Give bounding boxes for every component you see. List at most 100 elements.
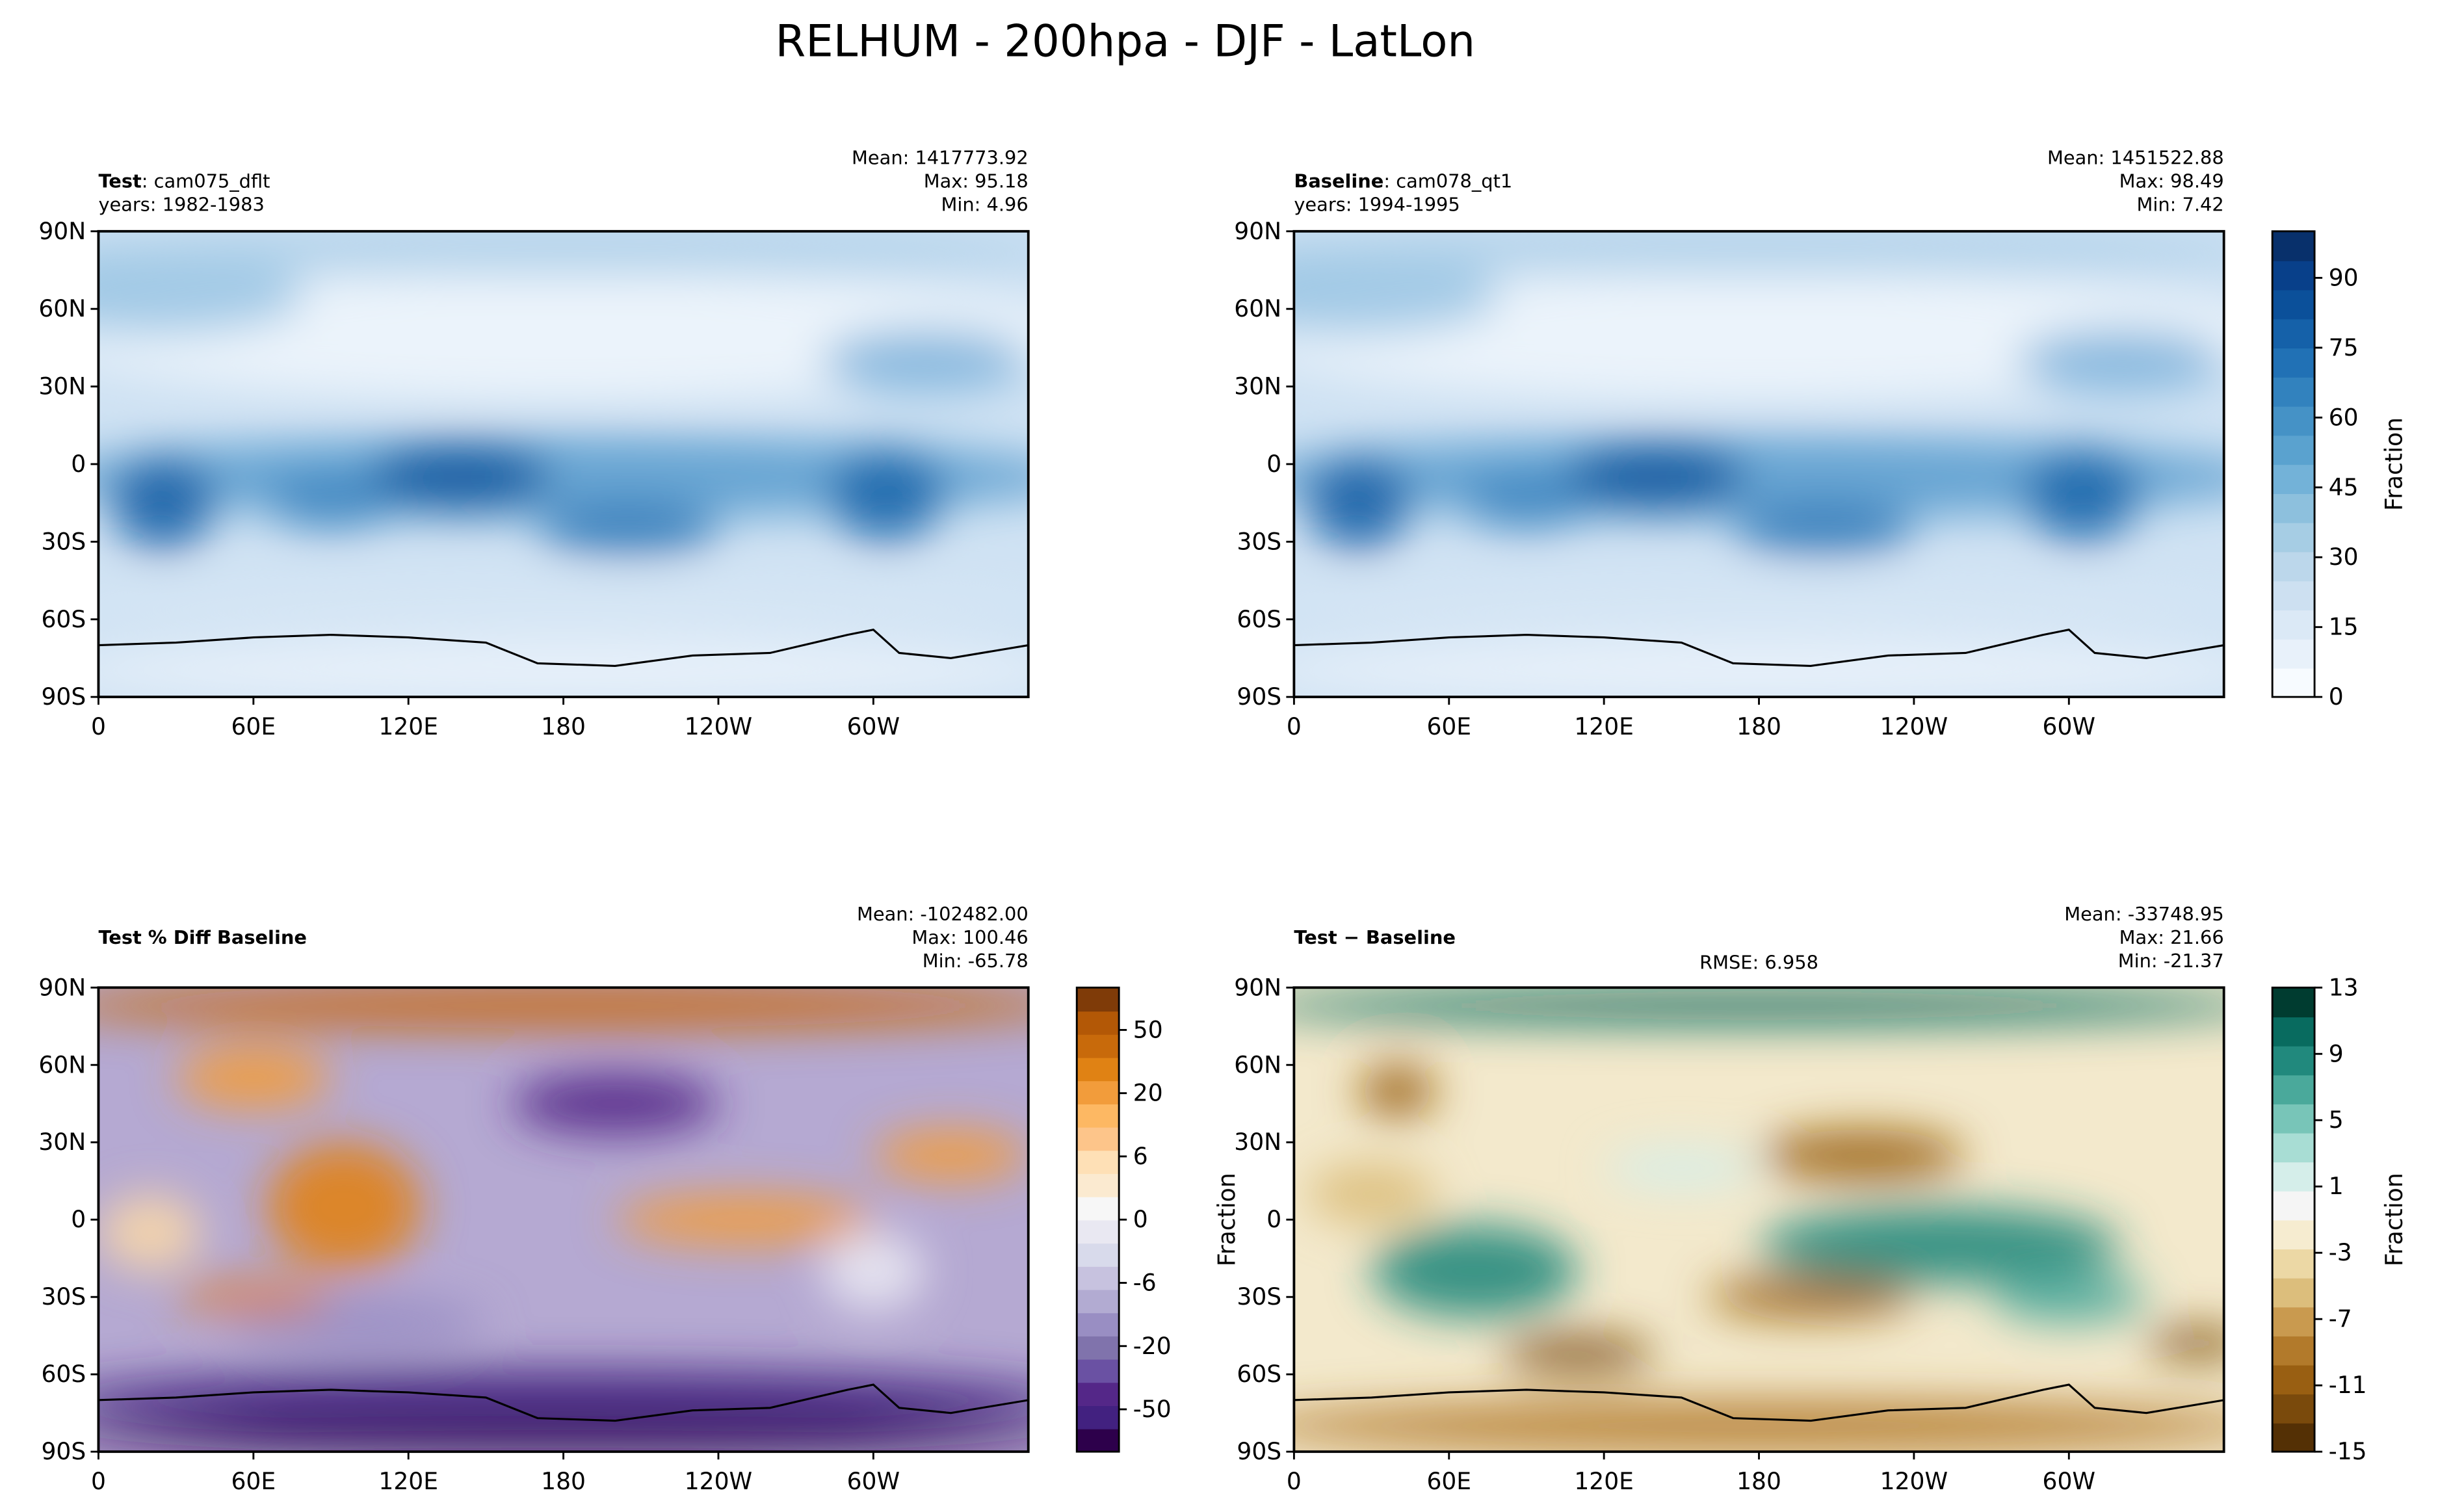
colorbar-band <box>2272 1161 2315 1192</box>
colorbar-tick-label: -15 <box>2329 1438 2367 1465</box>
field-blob <box>266 1142 422 1271</box>
stat-line: Max: 98.49 <box>2119 170 2224 192</box>
colorbar-label: Fraction <box>2381 417 2408 511</box>
colorbar-band <box>1077 1196 1120 1221</box>
field-blob <box>98 1423 1029 1452</box>
y-axis-label: Fraction <box>1213 1173 1240 1266</box>
coastline <box>98 1383 1029 1422</box>
y-tick-label: 60N <box>1234 295 1281 322</box>
panel-title-text: : cam075_dflt <box>142 170 270 192</box>
field-blob <box>176 1047 332 1109</box>
colorbar-tick-label: 0 <box>1133 1206 1148 1233</box>
y-tick-label: 90S <box>41 683 86 710</box>
colorbar-band <box>2272 1393 2315 1424</box>
colorbar-tick-label: -20 <box>1133 1333 1172 1360</box>
colorbar-band <box>2272 1219 2315 1250</box>
field-blob <box>176 1281 332 1313</box>
field-blob <box>1294 640 2224 697</box>
y-tick-label: 90N <box>38 974 86 1001</box>
field-blob <box>266 476 396 529</box>
colorbar-frame <box>2271 230 2316 698</box>
colorbar-band <box>2272 289 2315 320</box>
y-tick-label: 0 <box>71 450 86 478</box>
y-tick-label: 60N <box>38 1051 86 1078</box>
stat-line: Max: 95.18 <box>924 170 1029 192</box>
field-blob <box>1565 443 1746 511</box>
field-bg <box>1294 987 2224 1452</box>
field-blob <box>111 456 215 550</box>
x-tick-label: 0 <box>91 713 106 740</box>
field-blob <box>98 1193 202 1271</box>
y-tick-label: 90S <box>1237 1438 1281 1465</box>
stat-line: Min: -65.78 <box>923 950 1029 972</box>
x-tick-label: 120W <box>685 713 752 740</box>
colorbar-band <box>1077 1057 1120 1082</box>
panel-title: Baseline: cam078_qt1 <box>1294 170 1512 192</box>
colorbar-band <box>2272 493 2315 523</box>
colorbar-tick-label: 90 <box>2329 264 2359 291</box>
y-tick-label: 30S <box>1237 528 1281 555</box>
x-tick-label: 180 <box>541 713 586 740</box>
field-blob <box>1759 1129 1966 1181</box>
colorbar-band <box>1077 987 1120 1012</box>
x-tick-label: 60E <box>231 1468 276 1495</box>
x-tick-label: 180 <box>1737 713 1781 740</box>
suptitle: RELHUM - 200hpa - DJF - LatLon <box>775 16 1475 67</box>
y-tick-label: 60S <box>41 1361 86 1388</box>
colorbar-band <box>2272 1190 2315 1221</box>
colorbar-tick-label: 1 <box>2329 1173 2344 1200</box>
x-tick-label: 180 <box>541 1468 586 1495</box>
field-blob <box>821 330 1029 392</box>
colorbar-band <box>1077 1150 1120 1175</box>
x-tick-label: 60E <box>1426 713 1471 740</box>
colorbar-band <box>2272 1307 2315 1336</box>
colorbar-band <box>1077 1428 1120 1453</box>
x-tick-label: 60W <box>847 713 900 740</box>
colorbar-tick-label: 6 <box>1133 1143 1148 1170</box>
y-tick-label: 90N <box>1234 218 1281 245</box>
colorbar-band <box>1077 1127 1120 1151</box>
colorbar-tick-label: -6 <box>1133 1270 1157 1297</box>
y-tick-label: 90S <box>41 1438 86 1465</box>
x-tick-label: 120W <box>685 1468 752 1495</box>
field-blob <box>873 1129 1029 1181</box>
y-tick-label: 0 <box>1266 1206 1281 1233</box>
colorbar-band <box>1077 1219 1120 1244</box>
x-tick-label: 120E <box>378 713 438 740</box>
colorbar-tick-label: 50 <box>1133 1016 1163 1043</box>
stat-line: Min: 4.96 <box>941 194 1029 216</box>
field-blobs <box>1294 231 2224 697</box>
stat-line: Min: 7.42 <box>2136 194 2223 216</box>
colorbar-tick-label: 5 <box>2329 1106 2344 1134</box>
y-tick-label: 30N <box>38 1128 86 1156</box>
field-blob <box>1759 1206 2121 1284</box>
colorbar-tick-label: 13 <box>2329 974 2359 1001</box>
field-blob <box>1501 1335 1656 1372</box>
colorbar-band <box>2272 638 2315 669</box>
field-blob <box>1604 1147 1759 1189</box>
stat-line: Max: 100.46 <box>911 926 1028 948</box>
coastline <box>1294 628 2224 667</box>
colorbar-band <box>2272 551 2315 582</box>
field-blob <box>512 1073 718 1135</box>
colorbar-tick-label: 45 <box>2329 474 2359 501</box>
panel-title: Test: cam075_dflt <box>98 170 270 192</box>
coastline <box>1294 1383 2224 1422</box>
field-blob <box>1294 987 2224 1024</box>
panel-title-bold: Test % Diff Baseline <box>98 926 306 948</box>
colorbar-band <box>1077 1010 1120 1035</box>
colorbar-band <box>2272 1277 2315 1308</box>
field-blob <box>1461 476 1592 529</box>
colorbar-band <box>2272 260 2315 291</box>
y-tick-label: 60S <box>1237 1361 1281 1388</box>
panel-title-text: : cam078_qt1 <box>1383 170 1512 192</box>
field-blob <box>1307 1162 1436 1225</box>
y-tick-label: 90N <box>38 218 86 245</box>
stat-line: Mean: 1451522.88 <box>2047 146 2224 168</box>
colorbar-band <box>2272 668 2315 698</box>
colorbar-band <box>1077 1312 1120 1336</box>
colorbar-tick-label: 75 <box>2329 334 2359 361</box>
field-blob <box>1307 456 1411 550</box>
field-blob <box>1294 257 1501 335</box>
y-tick-label: 90S <box>1237 683 1281 710</box>
